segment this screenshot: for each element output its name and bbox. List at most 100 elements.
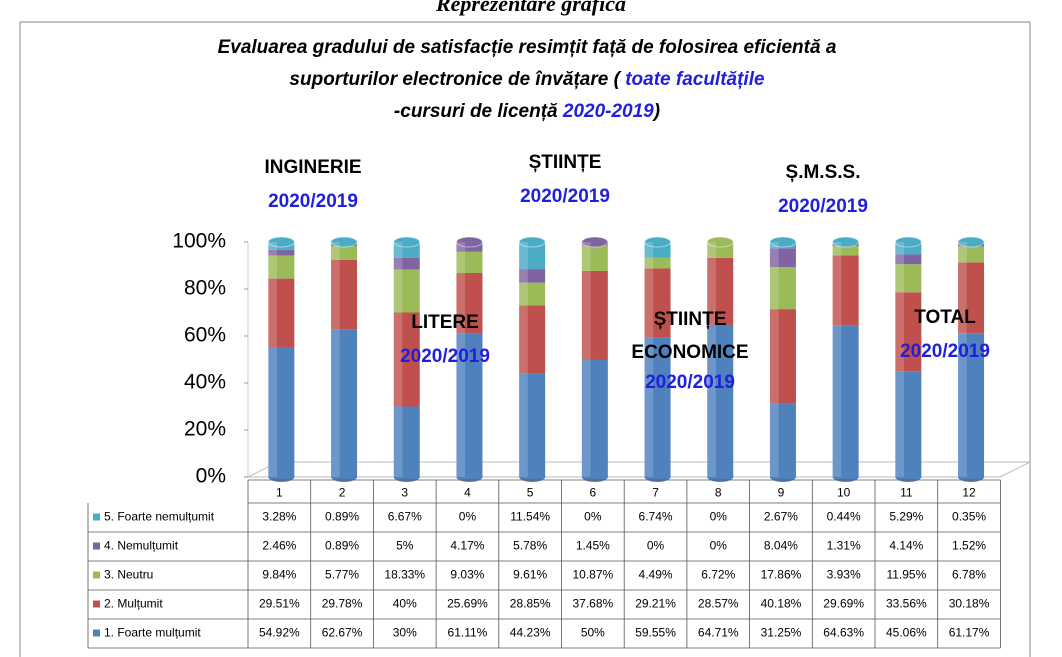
table-value: 28.57% [698, 597, 739, 611]
cylinder-top [455, 236, 483, 248]
cylinder-top [957, 236, 985, 248]
bar-segment [769, 403, 796, 477]
bar-segment [832, 255, 859, 326]
cylinder-base [769, 472, 796, 482]
bar-segment [707, 324, 734, 477]
legend-label: 2. Mulțumit [104, 597, 163, 611]
cylinder-shade [519, 241, 528, 477]
table-value: 0% [647, 539, 665, 553]
annotation-year: 2020/2019 [900, 341, 990, 362]
bar-segment [707, 257, 734, 325]
cylinder-shade [769, 242, 779, 477]
bar-segment [519, 269, 546, 283]
x-tick-label: 6 [590, 486, 597, 500]
table-value: 29.78% [322, 597, 363, 611]
cylinder-base [958, 472, 985, 482]
table-value: 5% [396, 539, 414, 553]
cylinder-top [769, 236, 797, 248]
bar-segment [644, 257, 671, 269]
cylinder-shade [456, 242, 466, 477]
table-value: 30% [393, 626, 417, 640]
annotation: ȘTIINȚE [654, 309, 727, 330]
cylinder-shade [895, 242, 905, 477]
bar-segment [393, 312, 420, 407]
table-value: 0.89% [325, 539, 359, 553]
bar-segment [958, 333, 985, 477]
cylinder-top [832, 236, 860, 248]
bar-segment [581, 359, 608, 477]
cylinder-base [644, 472, 671, 482]
bar-segment [519, 305, 546, 374]
table-value: 10.87% [572, 568, 613, 582]
table-value: 6.67% [388, 510, 422, 524]
table-value: 0% [710, 539, 728, 553]
cylinder-base [268, 472, 295, 482]
table-value: 64.63% [823, 626, 864, 640]
cylinder-base [832, 472, 859, 482]
cylinder-shade [958, 242, 967, 477]
bar-segment [769, 248, 796, 268]
table-value: 61.11% [448, 626, 488, 640]
table-value: 28.85% [510, 597, 551, 611]
bar-segment [958, 262, 985, 334]
annotation: Ș.M.S.S. [786, 162, 861, 183]
table-value: 3.28% [262, 510, 296, 524]
bar-segment [895, 292, 922, 372]
bar-segment [393, 269, 420, 313]
x-tick-label: 10 [837, 486, 851, 500]
cylinder-base [707, 472, 734, 482]
cylinder-shade [707, 242, 716, 477]
table-value: 0% [459, 510, 477, 524]
legend-swatch [93, 513, 100, 521]
cylinder-base [895, 472, 922, 482]
bar-segment [644, 268, 671, 338]
annotation-year: 2020/2019 [268, 191, 358, 212]
bar-segment [581, 245, 608, 271]
bar-segment [895, 264, 922, 293]
cylinder-top [267, 236, 295, 248]
title-part: ) [652, 101, 660, 122]
table-value: 37.68% [572, 597, 613, 611]
bar-segment [644, 337, 671, 477]
annotation: INGINERIE [264, 157, 361, 178]
cylinder-top [894, 236, 922, 248]
bar-segment [331, 329, 358, 477]
annotation: ȘTIINȚE [529, 152, 602, 173]
cylinder-top [644, 236, 672, 248]
table-value: 5.77% [325, 568, 359, 582]
legend-swatch [93, 542, 100, 550]
heading: Reprezentare grafică [435, 0, 626, 16]
y-tick-label: 20% [184, 418, 226, 441]
table-value: 29.51% [259, 597, 300, 611]
table-value: 31.25% [761, 626, 802, 640]
bar-segment [519, 373, 546, 477]
table-value: 64.71% [698, 626, 739, 640]
table-value: 40% [393, 597, 417, 611]
y-tick-label: 80% [184, 277, 226, 300]
table-value: 4.49% [639, 568, 673, 582]
cylinder-shade [268, 241, 278, 477]
annotation: TOTAL [914, 307, 976, 328]
cylinder-shade [832, 242, 842, 477]
legend-label: 4. Nemulțumit [104, 539, 179, 553]
table-value: 25.69% [447, 597, 488, 611]
x-tick-label: 5 [527, 486, 534, 500]
title-part: 2020-2019 [562, 101, 654, 122]
cylinder-top [518, 236, 546, 248]
y-tick-label: 60% [184, 324, 226, 347]
bar-segment [268, 347, 295, 477]
legend-label: 5. Foarte nemulțumit [104, 510, 215, 524]
cylinder-base [456, 472, 483, 482]
bar-segment [456, 333, 483, 477]
bar-segment [393, 257, 420, 270]
chart-title: Evaluarea gradului de satisfacție resimț… [218, 37, 837, 58]
bar-segment [268, 249, 295, 256]
cylinder-shade [331, 242, 340, 477]
table-value: 29.69% [823, 597, 864, 611]
table-value: 5.29% [889, 510, 923, 524]
bar-segment [519, 282, 546, 306]
table-value: 50% [581, 626, 605, 640]
bar-segment [456, 273, 483, 334]
bar-segment [769, 267, 796, 310]
table-value: 17.86% [761, 568, 802, 582]
